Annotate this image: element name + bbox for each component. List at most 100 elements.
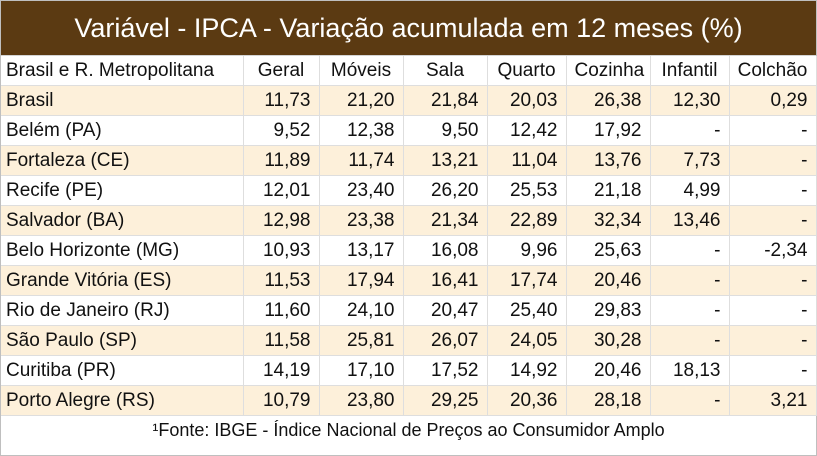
cell-infantil: - [650,385,730,416]
table-row: Grande Vitória (ES) 11,53 17,94 16,41 17,74 2… [1,265,817,296]
cell-geral: 12,98 [243,205,320,236]
cell-colchao: -2,34 [729,235,817,266]
cell-infantil: - [650,325,730,356]
table-row: São Paulo (SP) 11,58 25,81 26,07 24,05 30,28-… [1,325,817,356]
cell-moveis: 24,10 [319,295,404,326]
source-footnote: ¹Fonte: IBGE - Índice Nacional de Preços… [1,416,816,445]
cell-region: Recife (PE) [1,175,244,206]
cell-cozinha: 30,28 [566,325,651,356]
cell-geral: 12,01 [243,175,320,206]
cell-quarto: 20,36 [487,385,567,416]
table-row: Rio de Janeiro (RJ) 11,60 24,10 20,47 25,40 2… [1,295,817,326]
cell-colchao: - [729,175,817,206]
ipca-table: Brasil e R. Metropolitana Geral Móveis S… [1,56,817,416]
cell-cozinha: 28,18 [566,385,651,416]
cell-sala: 9,50 [403,115,488,146]
cell-geral: 9,52 [243,115,320,146]
cell-colchao: - [729,265,817,296]
table-row: Brasil 11,73 21,20 21,84 20,03 26,38 12,30 0,29 [1,85,817,116]
cell-quarto: 12,42 [487,115,567,146]
table-row: Belo Horizonte (MG) 10,93 13,17 16,08 9,96 25… [1,235,817,266]
cell-region: Salvador (BA) [1,205,244,236]
cell-geral: 11,60 [243,295,320,326]
cell-cozinha: 20,46 [566,355,651,386]
cell-quarto: 25,40 [487,295,567,326]
cell-geral: 11,73 [243,85,320,116]
cell-geral: 14,19 [243,355,320,386]
cell-colchao: - [729,145,817,176]
cell-sala: 21,34 [403,205,488,236]
cell-quarto: 9,96 [487,235,567,266]
cell-region: Belém (PA) [1,115,244,146]
cell-moveis: 23,38 [319,205,404,236]
cell-geral: 10,79 [243,385,320,416]
cell-infantil: - [650,235,730,266]
cell-cozinha: 25,63 [566,235,651,266]
cell-geral: 11,89 [243,145,320,176]
cell-region: Rio de Janeiro (RJ) [1,295,244,326]
cell-cozinha: 21,18 [566,175,651,206]
cell-quarto: 14,92 [487,355,567,386]
cell-geral: 11,53 [243,265,320,296]
cell-colchao: 0,29 [729,85,817,116]
cell-moveis: 12,38 [319,115,404,146]
table-row: Curitiba (PR) 14,19 17,10 17,52 14,92 20,46 18… [1,355,817,386]
cell-region: São Paulo (SP) [1,325,244,356]
cell-geral: 10,93 [243,235,320,266]
cell-sala: 20,47 [403,295,488,326]
cell-quarto: 24,05 [487,325,567,356]
cell-sala: 21,84 [403,85,488,116]
table-row: Porto Alegre (RS) 10,79 23,80 29,25 20,36 28,… [1,385,817,416]
cell-infantil: 18,13 [650,355,730,386]
cell-moveis: 21,20 [319,85,404,116]
cell-region: Brasil [1,85,244,116]
cell-moveis: 23,40 [319,175,404,206]
cell-moveis: 25,81 [319,325,404,356]
cell-region: Fortaleza (CE) [1,145,244,176]
header-sala: Sala [403,56,488,86]
cell-sala: 26,20 [403,175,488,206]
table-body: Brasil 11,73 21,20 21,84 20,03 26,38 12,30 0,29… [1,85,817,416]
cell-cozinha: 13,76 [566,145,651,176]
cell-moveis: 23,80 [319,385,404,416]
cell-colchao: 3,21 [729,385,817,416]
cell-moveis: 11,74 [319,145,404,176]
cell-sala: 17,52 [403,355,488,386]
cell-colchao: - [729,205,817,236]
header-row: Brasil e R. Metropolitana Geral Móveis S… [1,56,817,86]
cell-colchao: - [729,115,817,146]
cell-infantil: - [650,265,730,296]
header-colchao: Colchão [729,56,817,86]
header-region: Brasil e R. Metropolitana [1,56,244,86]
cell-infantil: 13,46 [650,205,730,236]
cell-cozinha: 26,38 [566,85,651,116]
cell-infantil: - [650,115,730,146]
cell-sala: 16,41 [403,265,488,296]
cell-region: Porto Alegre (RS) [1,385,244,416]
header-quarto: Quarto [487,56,567,86]
cell-moveis: 17,94 [319,265,404,296]
cell-sala: 13,21 [403,145,488,176]
cell-quarto: 22,89 [487,205,567,236]
table-row: Belém (PA) 9,52 12,38 9,50 12,42 17,92- - [1,115,817,146]
header-geral: Geral [243,56,320,86]
header-cozinha: Cozinha [566,56,651,86]
cell-moveis: 17,10 [319,355,404,386]
table-title: Variável - IPCA - Variação acumulada em … [1,1,816,56]
cell-colchao: - [729,325,817,356]
cell-sala: 29,25 [403,385,488,416]
cell-infantil: - [650,295,730,326]
cell-region: Curitiba (PR) [1,355,244,386]
table-row: Fortaleza (CE) 11,89 11,74 13,21 11,04 13,76 7… [1,145,817,176]
cell-infantil: 7,73 [650,145,730,176]
cell-quarto: 11,04 [487,145,567,176]
cell-cozinha: 20,46 [566,265,651,296]
cell-region: Grande Vitória (ES) [1,265,244,296]
cell-moveis: 13,17 [319,235,404,266]
cell-colchao: - [729,295,817,326]
cell-cozinha: 17,92 [566,115,651,146]
cell-sala: 16,08 [403,235,488,266]
cell-infantil: 4,99 [650,175,730,206]
table-row: Recife (PE) 12,01 23,40 26,20 25,53 21,18 4,99… [1,175,817,206]
